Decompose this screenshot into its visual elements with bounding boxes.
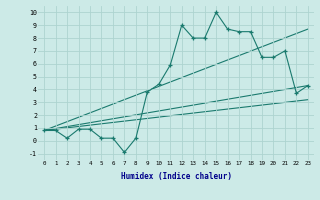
X-axis label: Humidex (Indice chaleur): Humidex (Indice chaleur) bbox=[121, 172, 231, 181]
